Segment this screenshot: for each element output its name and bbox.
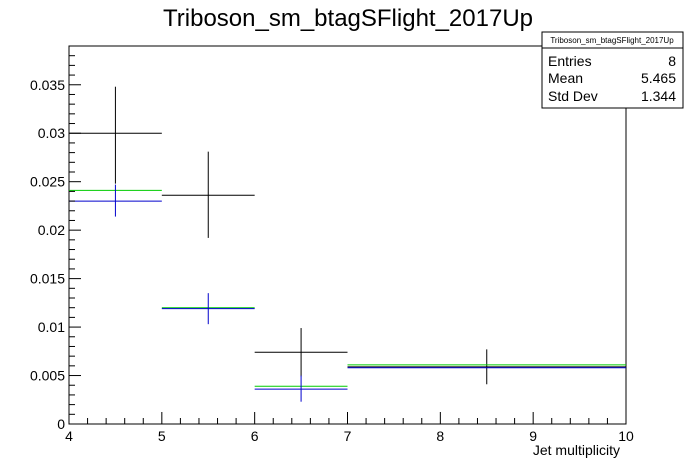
x-tick-label: 5 bbox=[158, 428, 166, 444]
series-2 bbox=[69, 184, 626, 402]
y-tick-label: 0 bbox=[57, 416, 65, 432]
x-tick-label: 8 bbox=[436, 428, 444, 444]
x-tick-label: 10 bbox=[618, 428, 634, 444]
y-axis: 0 0.005 0.01 0.015 0.02 0.025 0.03 0.035 bbox=[30, 45, 81, 432]
stats-box-title: Triboson_sm_btagSFlight_2017Up bbox=[550, 36, 674, 45]
y-tick-label: 0.03 bbox=[38, 125, 65, 141]
x-axis: 4 5 6 7 8 9 10 bbox=[65, 412, 634, 444]
x-tick-label: 9 bbox=[529, 428, 537, 444]
stats-stddev-value: 1.344 bbox=[641, 88, 676, 104]
series-layer bbox=[69, 86, 626, 402]
series-0 bbox=[69, 86, 626, 385]
stats-entries-value: 8 bbox=[668, 53, 676, 69]
x-tick-label: 4 bbox=[65, 428, 73, 444]
y-tick-label: 0.025 bbox=[30, 174, 65, 190]
y-tick-label: 0.01 bbox=[38, 319, 65, 335]
x-tick-label: 6 bbox=[251, 428, 259, 444]
y-tick-label: 0.02 bbox=[38, 222, 65, 238]
chart-title: Triboson_sm_btagSFlight_2017Up bbox=[163, 5, 533, 32]
stats-entries-label: Entries bbox=[548, 53, 592, 69]
stats-stddev-label: Std Dev bbox=[548, 88, 598, 104]
stats-box: Triboson_sm_btagSFlight_2017Up Entries 8… bbox=[541, 31, 684, 109]
series-1 bbox=[69, 189, 626, 387]
x-axis-label: Jet multiplicity bbox=[533, 442, 620, 458]
stats-mean-label: Mean bbox=[548, 70, 583, 86]
y-tick-label: 0.035 bbox=[30, 77, 65, 93]
y-tick-label: 0.015 bbox=[30, 271, 65, 287]
x-tick-label: 7 bbox=[344, 428, 352, 444]
y-tick-label: 0.005 bbox=[30, 368, 65, 384]
stats-mean-value: 5.465 bbox=[641, 70, 676, 86]
stats-box-frame bbox=[541, 31, 684, 109]
